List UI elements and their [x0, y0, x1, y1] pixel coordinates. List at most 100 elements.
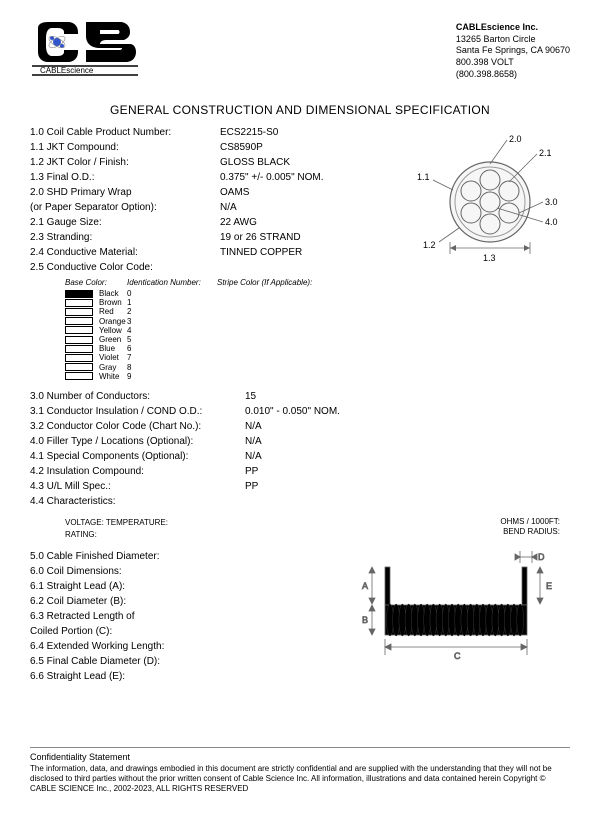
spec-value: N/A — [245, 434, 570, 449]
color-num: 1 — [127, 298, 157, 307]
spec-value: PP — [245, 464, 570, 479]
color-swatch — [65, 326, 93, 334]
color-num: 4 — [127, 326, 157, 335]
spec-label: 4.0 Filler Type / Locations (Optional): — [30, 434, 245, 449]
specs-block-2: 3.0 Number of Conductors:15 3.1 Conducto… — [30, 389, 570, 509]
spec-label: 6.2 Coil Diameter (B): — [30, 594, 360, 609]
spec-label: 1.2 JKT Color / Finish: — [30, 155, 220, 170]
footer-text: The information, data, and drawings embo… — [30, 764, 570, 794]
color-row: Yellow4 — [65, 326, 570, 335]
spec-label: 4.1 Special Components (Optional): — [30, 449, 245, 464]
color-row: Orange3 — [65, 317, 570, 326]
company-phone2: (800.398.8658) — [456, 69, 570, 81]
spec-label: 2.0 SHD Primary Wrap — [30, 185, 220, 200]
color-num: 0 — [127, 289, 157, 298]
color-num: 7 — [127, 353, 157, 362]
spec-value: N/A — [245, 419, 570, 434]
spec-label: 2.3 Stranding: — [30, 230, 220, 245]
specs-block-3: 5.0 Cable Finished Diameter: 6.0 Coil Di… — [30, 549, 360, 684]
svg-text:3.0: 3.0 — [545, 197, 558, 207]
spec-label: 1.0 Coil Cable Product Number: — [30, 125, 220, 140]
color-name: Orange — [99, 317, 127, 326]
char-rating: RATING: — [65, 529, 360, 541]
color-swatch — [65, 372, 93, 380]
color-name: Black — [99, 289, 127, 298]
spec-value: N/A — [220, 200, 415, 215]
color-name: Violet — [99, 353, 127, 362]
page-title: GENERAL CONSTRUCTION AND DIMENSIONAL SPE… — [30, 103, 570, 117]
company-phone1: 800.398 VOLT — [456, 57, 570, 69]
spec-value: GLOSS BLACK — [220, 155, 415, 170]
ct-head-base: Base Color: — [65, 278, 127, 287]
spec-label: 2.5 Conductive Color Code: — [30, 260, 220, 275]
coil-section: 5.0 Cable Finished Diameter: 6.0 Coil Di… — [30, 549, 570, 684]
color-swatch — [65, 354, 93, 362]
svg-text:2.0: 2.0 — [509, 134, 522, 144]
color-num: 2 — [127, 307, 157, 316]
color-swatch — [65, 308, 93, 316]
color-swatch — [65, 299, 93, 307]
spec-label: 4.2 Insulation Compound: — [30, 464, 245, 479]
cross-section-diagram: 2.0 2.1 3.0 4.0 1.1 1.2 1.3 — [415, 125, 570, 275]
color-name: Gray — [99, 363, 127, 372]
color-row: Green5 — [65, 335, 570, 344]
ohms-label: OHMS / 1000FT: — [360, 517, 560, 527]
spec-value: OAMS — [220, 185, 415, 200]
color-num: 8 — [127, 363, 157, 372]
color-code-table: Base Color: Identication Number: Stripe … — [65, 278, 570, 381]
main-row: 1.0 Coil Cable Product Number:ECS2215-S0… — [30, 125, 570, 275]
spec-value: 19 or 26 STRAND — [220, 230, 415, 245]
color-num: 5 — [127, 335, 157, 344]
color-row: Red2 — [65, 307, 570, 316]
color-row: Brown1 — [65, 298, 570, 307]
svg-text:1.1: 1.1 — [417, 172, 430, 182]
spec-label: 6.4 Extended Working Length: — [30, 639, 360, 654]
color-name: Brown — [99, 298, 127, 307]
color-name: Green — [99, 335, 127, 344]
svg-text:C: C — [454, 651, 461, 661]
color-row: White9 — [65, 372, 570, 381]
header: CABLEscience CABLEscience Inc. 13265 Bar… — [30, 20, 570, 83]
svg-text:2.1: 2.1 — [539, 148, 552, 158]
spec-label: 2.1 Gauge Size: — [30, 215, 220, 230]
spec-label: 6.6 Straight Lead (E): — [30, 669, 360, 684]
spec-label: 6.1 Straight Lead (A): — [30, 579, 360, 594]
spec-label: Coiled Portion (C): — [30, 624, 360, 639]
spec-value — [220, 260, 415, 275]
svg-text:1.2: 1.2 — [423, 240, 436, 250]
color-name: Red — [99, 307, 127, 316]
logo: CABLEscience — [30, 20, 160, 83]
company-addr1: 13265 Barton Circle — [456, 34, 570, 46]
spec-value: ECS2215-S0 — [220, 125, 415, 140]
spec-value: 0.375" +/- 0.005" NOM. — [220, 170, 415, 185]
color-row: Blue6 — [65, 344, 570, 353]
spec-label: 1.3 Final O.D.: — [30, 170, 220, 185]
ct-head-id: Identication Number: — [127, 278, 217, 287]
spec-label: 6.0 Coil Dimensions: — [30, 564, 360, 579]
spec-label: (or Paper Separator Option): — [30, 200, 220, 215]
spec-label: 3.0 Number of Conductors: — [30, 389, 245, 404]
color-row: Gray8 — [65, 363, 570, 372]
char-voltage: VOLTAGE: TEMPERATURE: — [65, 517, 360, 529]
spec-label: 3.2 Conductor Color Code (Chart No.): — [30, 419, 245, 434]
footer-title: Confidentiality Statement — [30, 752, 570, 762]
color-swatch — [65, 290, 93, 298]
color-row: Violet7 — [65, 353, 570, 362]
specs-block-1: 1.0 Coil Cable Product Number:ECS2215-S0… — [30, 125, 415, 275]
spec-label: 6.5 Final Cable Diameter (D): — [30, 654, 360, 669]
color-name: Blue — [99, 344, 127, 353]
spec-value: N/A — [245, 449, 570, 464]
color-num: 3 — [127, 317, 157, 326]
color-num: 6 — [127, 344, 157, 353]
ct-head-stripe: Stripe Color (If Applicable): — [217, 278, 337, 287]
color-name: Yellow — [99, 326, 127, 335]
svg-text:4.0: 4.0 — [545, 217, 558, 227]
svg-text:B: B — [362, 615, 368, 625]
color-num: 9 — [127, 372, 157, 381]
spec-value: 15 — [245, 389, 570, 404]
spec-value: TINNED COPPER — [220, 245, 415, 260]
footer: Confidentiality Statement The informatio… — [30, 747, 570, 794]
color-row: Black0 — [65, 289, 570, 298]
spec-label: 1.1 JKT Compound: — [30, 140, 220, 155]
color-swatch — [65, 345, 93, 353]
